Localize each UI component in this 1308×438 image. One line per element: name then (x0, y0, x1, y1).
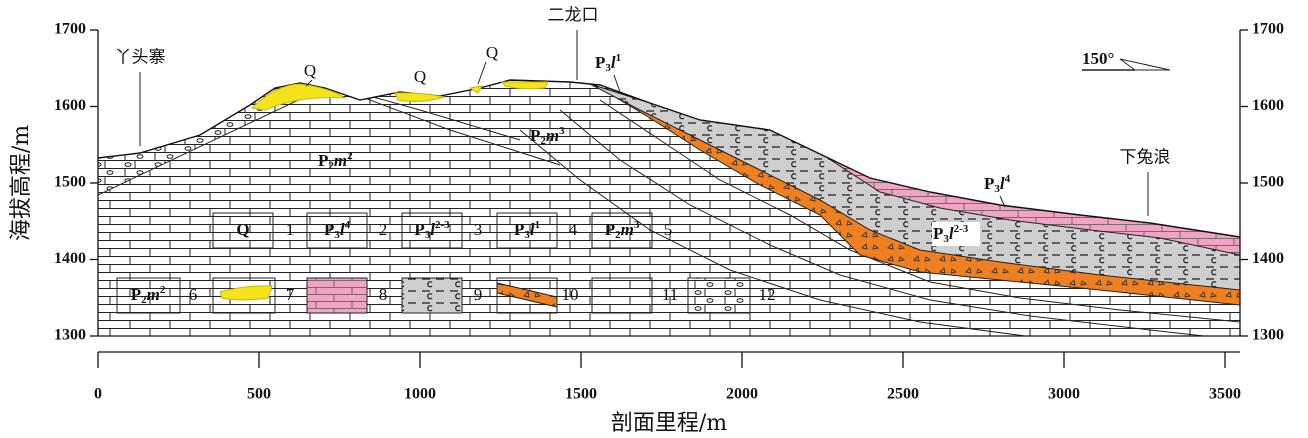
y-axis-title: 海拔高程/m (9, 125, 34, 241)
legend-number: 5 (664, 220, 673, 239)
y-tick-label: 1300 (1252, 327, 1284, 344)
formula-part: P (605, 220, 615, 239)
x-tick-label: 2500 (887, 386, 919, 403)
formula-part: Q (236, 220, 249, 239)
y-tick-label: 1700 (54, 21, 86, 38)
formula-part: P (318, 151, 328, 170)
y-tick-label: 1700 (1252, 21, 1284, 38)
y-tick-label: 1400 (1252, 250, 1284, 267)
formula-part: 1 (535, 219, 541, 231)
legend-number: 4 (569, 220, 578, 239)
x-tick-label: 3500 (1209, 386, 1241, 403)
orientation: 150° (1082, 49, 1114, 68)
legend-number: 3 (474, 220, 483, 239)
legend-number: 1 (286, 220, 295, 239)
x-tick-label: 1000 (404, 386, 436, 403)
y-tick-label: 1600 (1252, 97, 1284, 114)
place-label: 二龙口 (548, 6, 599, 26)
formula-part: P (530, 126, 540, 145)
formula-part: m (621, 220, 634, 239)
q-label: Q (304, 61, 316, 80)
formation-label: P3l4 (984, 173, 1011, 195)
legend-number: 6 (189, 285, 198, 304)
formula-part: 4 (345, 219, 351, 231)
q-label: Q (414, 67, 426, 86)
x-tick-label: 3000 (1048, 386, 1080, 403)
legend-number: 12 (759, 285, 776, 304)
formula-part: 2 (347, 150, 353, 162)
formation-label: P3l1 (595, 52, 621, 74)
formula-part: P (595, 53, 605, 72)
formula-part: 2-3 (954, 223, 969, 235)
formula-part: 1 (616, 52, 622, 64)
formula-part: m (334, 151, 347, 170)
place-label: 下兔浪 (1120, 148, 1171, 168)
formula-part: 3 (559, 125, 565, 137)
legend-number: 8 (379, 285, 388, 304)
legend-number: 10 (562, 285, 579, 304)
legend-number: 11 (662, 285, 678, 304)
y-tick-label: 1600 (54, 97, 86, 114)
formula-part: 2 (160, 284, 166, 296)
formula-part: 2-3 (435, 219, 450, 231)
formula-part: P (414, 220, 424, 239)
cross-section: 海拔高程/m 剖面里程/m 丫头寨 二龙口 下兔浪 150° 1300 1300 1… (0, 0, 1308, 438)
place-label: 丫头寨 (115, 48, 166, 68)
y-tick-label: 1400 (54, 250, 86, 267)
y-tick-label: 1300 (54, 327, 86, 344)
y-tick-label: 1500 (1252, 174, 1284, 191)
formula-part: P (324, 220, 334, 239)
formula-part: P (514, 220, 524, 239)
formula-part: m (147, 285, 160, 304)
q-label: Q (486, 43, 498, 62)
legend-number: 9 (474, 285, 483, 304)
x-tick-label: 1500 (565, 386, 597, 403)
formula-part: P (131, 285, 141, 304)
x-tick-label: 500 (247, 386, 271, 403)
x-tick-label: 2000 (726, 386, 758, 403)
y-tick-label: 1500 (54, 174, 86, 191)
formula-part: m (546, 126, 559, 145)
formula-part: P (933, 224, 943, 243)
legend-number: 7 (286, 285, 295, 304)
formula-part: P (984, 174, 994, 193)
formula-part: 3 (634, 219, 640, 231)
formula-part: 4 (1005, 173, 1011, 185)
legend-symbol: Q (236, 220, 249, 239)
x-tick-label: 0 (94, 386, 102, 403)
legend-number: 2 (379, 220, 388, 239)
x-axis-title: 剖面里程/m (611, 411, 727, 436)
